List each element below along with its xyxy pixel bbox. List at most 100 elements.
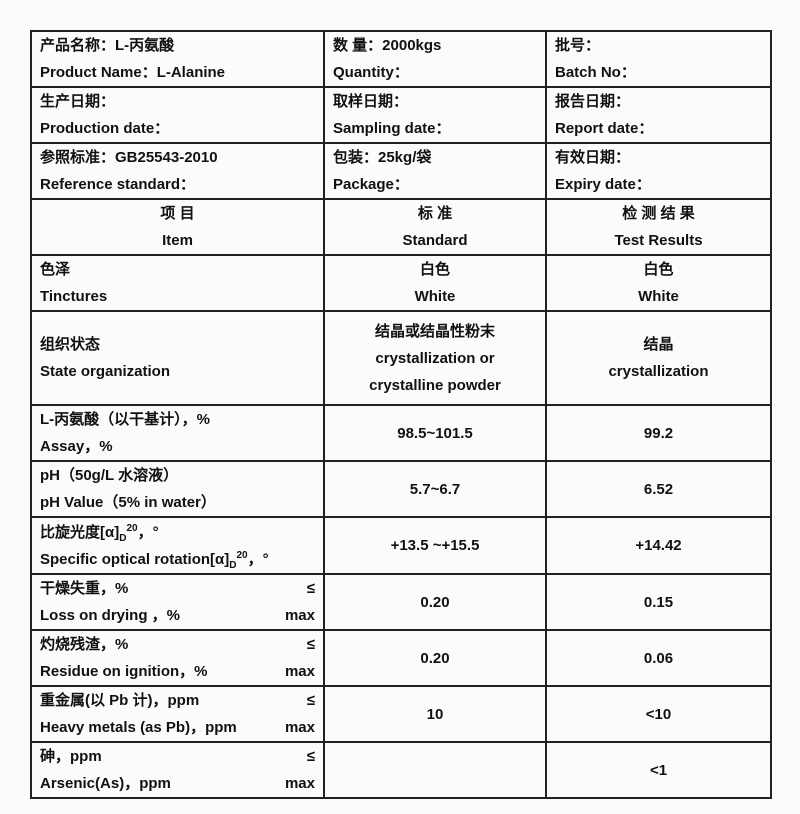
item-name: 干燥失重，% ≤ Loss on drying ，% max	[30, 573, 325, 631]
test-result-value: 0.06	[643, 649, 674, 667]
test-item-row: L-丙氨酸（以干基计），% Assay，% 98.5~101.5 99.2	[30, 404, 772, 462]
item-name-en: Loss on drying ，%	[40, 607, 181, 624]
info-row: 产品名称：L-丙氨酸 Product Name：L-Alanine 数 量：2000…	[30, 30, 772, 88]
test-item-row: 灼烧残渣，% ≤ Residue on ignition，% max 0.20 0.06	[30, 629, 772, 687]
field-label-en: Sampling date：	[333, 120, 451, 137]
item-name-zh: 干燥失重，%	[40, 580, 129, 597]
field-label-zh: 取样日期：	[333, 93, 409, 110]
item-name-zh: 组织状态	[40, 336, 101, 353]
field-label-zh: 生产日期：	[40, 93, 116, 110]
standard-cell: 0.20	[323, 573, 547, 631]
info-field: 有效日期： Expiry date：	[545, 142, 772, 200]
max-label: max	[284, 607, 315, 624]
standard-value: 0.20	[420, 593, 450, 611]
item-name: 比旋光度[α]D20，° Specific optical rotation[α]…	[30, 516, 325, 575]
item-name-zh: 灼烧残渣，%	[40, 636, 129, 653]
column-header: 项 目 Item	[30, 198, 325, 256]
item-name-en: pH Value（5% in water）	[40, 494, 216, 511]
test-result-value: 0.15	[643, 593, 674, 611]
less-equal-symbol: ≤	[306, 580, 315, 597]
standard-cell: 5.7~6.7	[323, 460, 547, 518]
info-field: 产品名称：L-丙氨酸 Product Name：L-Alanine	[30, 30, 325, 88]
certificate-of-analysis: 产品名称：L-丙氨酸 Product Name：L-Alanine 数 量：2000…	[30, 30, 772, 799]
info-field: 参照标准：GB25543-2010 Reference standard：	[30, 142, 325, 200]
standard-cell: 白色 White	[323, 254, 547, 312]
field-label-en: Package：	[333, 176, 409, 193]
item-name: 色泽 Tinctures	[30, 254, 325, 312]
test-result-value: 结晶	[643, 336, 674, 353]
less-equal-symbol: ≤	[306, 748, 315, 765]
standard-cell: 结晶或结晶性粉末 crystallization or crystalline po…	[323, 310, 547, 406]
field-label-zh: 包装：25kg/袋	[333, 149, 432, 166]
standard-value: +13.5 ~+15.5	[390, 537, 480, 554]
item-name-en: Specific optical rotation[α]D20，°	[40, 549, 269, 571]
standard-value: crystalline powder	[369, 376, 501, 394]
test-item-row: pH（50g/L 水溶液） pH Value（5% in water） 5.7~6.…	[30, 460, 772, 518]
standard-value: 白色	[419, 261, 450, 278]
item-name-en: State organization	[40, 363, 171, 380]
item-name: 砷，ppm ≤ Arsenic(As)，ppm max	[30, 741, 325, 799]
standard-value: 10	[426, 705, 444, 723]
test-item-row: 重金属(以 Pb 计)，ppm ≤ Heavy metals (as Pb)，ppm…	[30, 685, 772, 743]
standard-value: White	[414, 288, 456, 305]
result-cell: 0.06	[545, 629, 772, 687]
column-header-zh: 项 目	[160, 205, 195, 222]
column-header-en: Standard	[402, 232, 468, 249]
standard-value: 5.7~6.7	[409, 480, 461, 498]
standard-cell: 98.5~101.5	[323, 404, 547, 462]
item-name: pH（50g/L 水溶液） pH Value（5% in water）	[30, 460, 325, 518]
item-name-en: Residue on ignition，%	[40, 663, 208, 680]
result-cell: <1	[545, 741, 772, 799]
standard-value: 0.20	[420, 649, 450, 667]
column-header-zh: 标 准	[417, 205, 453, 222]
result-cell: 白色 White	[545, 254, 772, 312]
item-name: 组织状态 State organization	[30, 310, 325, 406]
test-result-value: <1	[649, 761, 668, 779]
field-label-en: Reference standard：	[40, 176, 196, 193]
field-label-zh: 批号：	[555, 37, 601, 54]
field-label-en: Production date：	[40, 120, 170, 137]
less-equal-symbol: ≤	[306, 692, 315, 709]
item-name-zh: 重金属(以 Pb 计)，ppm	[40, 692, 200, 709]
test-result-value: 6.52	[643, 480, 674, 498]
test-result-value: White	[638, 288, 679, 305]
item-name-zh: 比旋光度[α]D20，°	[40, 522, 159, 544]
standard-value: crystallization or	[375, 349, 495, 367]
result-cell: 6.52	[545, 460, 772, 518]
item-name: 重金属(以 Pb 计)，ppm ≤ Heavy metals (as Pb)，ppm…	[30, 685, 325, 743]
less-equal-symbol: ≤	[306, 636, 315, 653]
column-header: 检 测 结 果 Test Results	[545, 198, 772, 256]
field-label-en: Quantity：	[333, 64, 409, 81]
column-header-row: 项 目 Item 标 准 Standard 检 测 结 果 Test Results	[30, 198, 772, 256]
result-cell: 0.15	[545, 573, 772, 631]
column-header-zh: 检 测 结 果	[622, 205, 695, 222]
item-name: 灼烧残渣，% ≤ Residue on ignition，% max	[30, 629, 325, 687]
test-item-row: 组织状态 State organization 结晶或结晶性粉末 crystalliz…	[30, 310, 772, 406]
field-label-en: Report date：	[555, 120, 654, 137]
field-label-en: Expiry date：	[555, 176, 651, 193]
max-label: max	[284, 663, 315, 680]
test-result-value: 99.2	[643, 424, 674, 442]
test-result-value: 白色	[643, 261, 674, 278]
test-result-value: crystallization	[608, 363, 709, 380]
info-field: 数 量：2000kgs Quantity：	[323, 30, 547, 88]
field-label-zh: 产品名称：L-丙氨酸	[40, 37, 175, 54]
standard-cell: 0.20	[323, 629, 547, 687]
info-field: 取样日期： Sampling date：	[323, 86, 547, 144]
field-label-zh: 有效日期：	[555, 149, 631, 166]
standard-value: 结晶或结晶性粉末	[374, 322, 495, 340]
max-label: max	[284, 719, 315, 736]
max-label: max	[284, 775, 315, 792]
field-label-zh: 参照标准：GB25543-2010	[40, 149, 218, 166]
standard-value: 98.5~101.5	[397, 424, 473, 442]
column-header-en: Test Results	[614, 232, 703, 249]
test-item-row: 比旋光度[α]D20，° Specific optical rotation[α]…	[30, 516, 772, 575]
info-field: 生产日期： Production date：	[30, 86, 325, 144]
test-item-row: 干燥失重，% ≤ Loss on drying ，% max 0.20 0.15	[30, 573, 772, 631]
item-name-zh: L-丙氨酸（以干基计），%	[40, 411, 210, 428]
standard-cell: 10	[323, 685, 547, 743]
item-name-zh: 色泽	[40, 261, 71, 278]
info-row: 参照标准：GB25543-2010 Reference standard： 包装：2…	[30, 142, 772, 200]
field-label-en: Product Name：L-Alanine	[40, 64, 226, 81]
field-label-zh: 报告日期：	[555, 93, 631, 110]
